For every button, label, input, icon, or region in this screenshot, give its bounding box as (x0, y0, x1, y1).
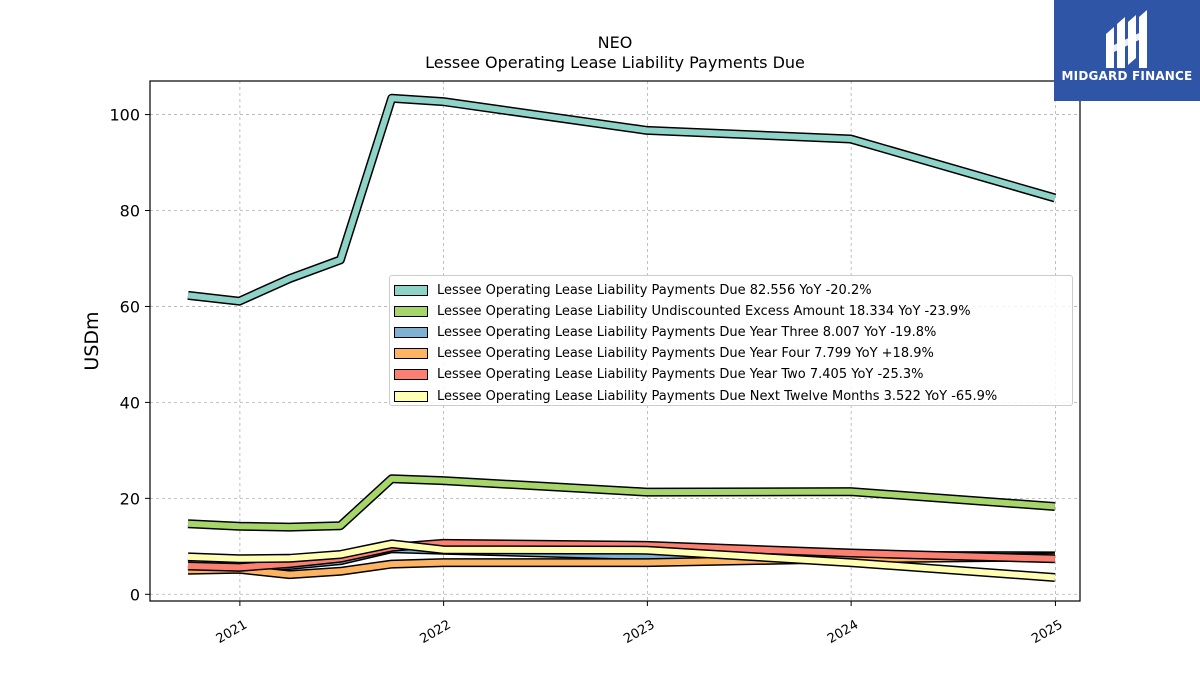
series-1-line (187, 95, 1056, 305)
y-tick-label: 40 (120, 393, 140, 412)
series-lines (187, 93, 1057, 582)
x-tick-label: 2023 (621, 617, 657, 647)
legend-label: Lessee Operating Lease Liability Payment… (437, 367, 924, 383)
legend-label: Lessee Operating Lease Liability Payment… (437, 388, 998, 404)
legend-swatch (394, 285, 428, 297)
plot-frame (149, 80, 1081, 602)
legend-item: Lessee Operating Lease Liability Payment… (390, 343, 1072, 364)
legend: Lessee Operating Lease Liability Payment… (389, 275, 1073, 406)
legend-label: Lessee Operating Lease Liability Payment… (437, 325, 937, 341)
logo-text: MIDGARD FINANCE (1061, 69, 1193, 83)
y-axis-label: USDm (81, 311, 103, 370)
chart-title: NEO (597, 33, 633, 52)
legend-item: Lessee Operating Lease Liability Payment… (390, 385, 1072, 406)
legend-label: Lessee Operating Lease Liability Payment… (437, 346, 934, 362)
legend-label: Lessee Operating Lease Liability Undisco… (437, 304, 971, 320)
legend-label: Lessee Operating Lease Liability Payment… (437, 283, 872, 299)
series-6-line (187, 540, 1056, 581)
legend-swatch (394, 390, 428, 402)
midgard-logo-icon (1106, 10, 1147, 68)
series-2-line (187, 475, 1056, 531)
legend-swatch (394, 369, 428, 381)
legend-item: Lessee Operating Lease Liability Undisco… (390, 301, 1072, 322)
legend-item: Lessee Operating Lease Liability Payment… (390, 322, 1072, 343)
y-tick-label: 60 (120, 297, 140, 316)
y-tick-label: 0 (130, 585, 140, 604)
y-tick-label: 100 (109, 106, 140, 125)
legend-swatch (394, 306, 428, 318)
series-2-outline (187, 474, 1056, 532)
x-tick-label: 2021 (214, 617, 250, 647)
chart-subtitle: Lessee Operating Lease Liability Payment… (425, 53, 805, 72)
x-tick-label: 2022 (417, 617, 453, 647)
y-tick-label: 80 (120, 202, 140, 221)
legend-swatch (394, 327, 428, 339)
logo: MIDGARD FINANCE (1054, 0, 1200, 101)
y-tick-label: 20 (120, 489, 140, 508)
legend-item: Lessee Operating Lease Liability Payment… (390, 364, 1072, 385)
legend-swatch (394, 348, 428, 360)
legend-item: Lessee Operating Lease Liability Payment… (390, 280, 1072, 301)
x-tick-label: 2025 (1029, 617, 1065, 647)
x-tick-label: 2024 (825, 617, 861, 647)
